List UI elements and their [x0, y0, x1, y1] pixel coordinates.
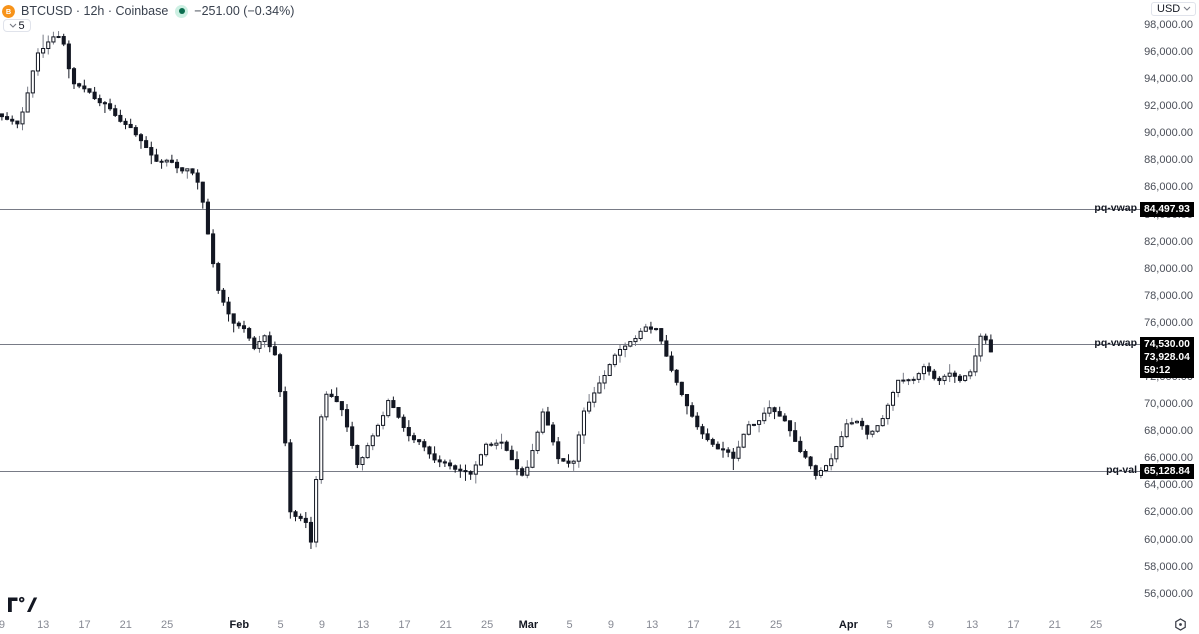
svg-text:B: B — [6, 6, 11, 15]
